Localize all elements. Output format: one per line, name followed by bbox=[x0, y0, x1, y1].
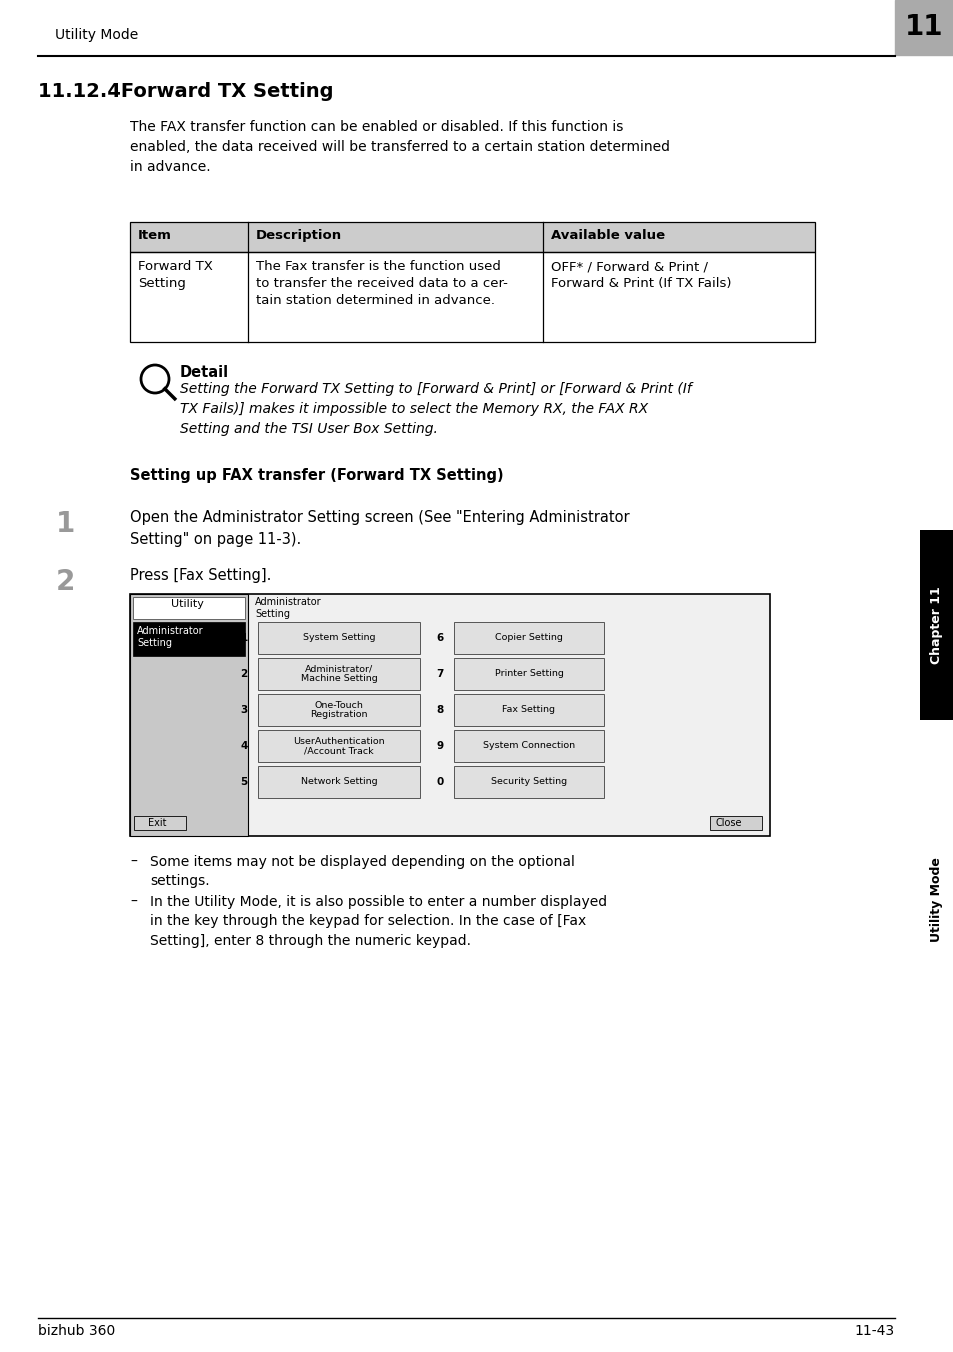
Text: The FAX transfer function can be enabled or disabled. If this function is
enable: The FAX transfer function can be enabled… bbox=[130, 120, 669, 174]
Text: Copier Setting: Copier Setting bbox=[495, 634, 562, 642]
Text: Item: Item bbox=[138, 228, 172, 242]
Text: 1: 1 bbox=[240, 633, 248, 644]
Bar bbox=[454, 767, 603, 798]
Bar bbox=[454, 622, 603, 654]
Text: Some items may not be displayed depending on the optional
settings.: Some items may not be displayed dependin… bbox=[150, 854, 575, 888]
Bar bbox=[130, 222, 814, 251]
Text: Chapter 11: Chapter 11 bbox=[929, 587, 943, 664]
Text: Utility Mode: Utility Mode bbox=[55, 28, 138, 42]
Text: In the Utility Mode, it is also possible to enter a number displayed
in the key : In the Utility Mode, it is also possible… bbox=[150, 895, 606, 948]
Text: 11: 11 bbox=[903, 14, 943, 41]
Bar bbox=[130, 594, 248, 836]
Text: 0: 0 bbox=[436, 777, 443, 787]
Text: Network Setting: Network Setting bbox=[300, 777, 377, 787]
Text: UserAuthentication
/Account Track: UserAuthentication /Account Track bbox=[293, 737, 384, 756]
Text: 4: 4 bbox=[240, 741, 248, 750]
Bar bbox=[130, 251, 814, 342]
Text: –: – bbox=[130, 854, 136, 869]
Text: Open the Administrator Setting screen (See "Entering Administrator
Setting" on p: Open the Administrator Setting screen (S… bbox=[130, 510, 629, 546]
Bar bbox=[132, 622, 245, 656]
Text: Forward TX
Setting: Forward TX Setting bbox=[138, 260, 213, 289]
Bar bbox=[894, 0, 953, 55]
Text: Administrator/
Machine Setting: Administrator/ Machine Setting bbox=[300, 665, 377, 683]
Text: Description: Description bbox=[255, 228, 342, 242]
Text: Exit: Exit bbox=[148, 818, 167, 827]
Text: The Fax transfer is the function used
to transfer the received data to a cer-
ta: The Fax transfer is the function used to… bbox=[255, 260, 507, 307]
Bar bbox=[130, 222, 814, 251]
Bar bbox=[257, 694, 419, 726]
Bar bbox=[454, 730, 603, 763]
Text: OFF* / Forward & Print /
Forward & Print (If TX Fails): OFF* / Forward & Print / Forward & Print… bbox=[551, 260, 731, 289]
Text: Administrator
Setting: Administrator Setting bbox=[137, 626, 203, 648]
Text: Setting the Forward TX Setting to [Forward & Print] or [Forward & Print (If
TX F: Setting the Forward TX Setting to [Forwa… bbox=[180, 383, 691, 437]
Text: Available value: Available value bbox=[551, 228, 664, 242]
Text: 5: 5 bbox=[240, 777, 248, 787]
Text: 2: 2 bbox=[240, 669, 248, 679]
Bar bbox=[132, 598, 245, 619]
Text: 1: 1 bbox=[56, 510, 75, 538]
Text: 3: 3 bbox=[240, 704, 248, 715]
Text: 6: 6 bbox=[436, 633, 443, 644]
Bar bbox=[257, 767, 419, 798]
Text: System Connection: System Connection bbox=[482, 741, 575, 750]
Text: 8: 8 bbox=[436, 704, 443, 715]
Bar bbox=[709, 817, 761, 830]
Text: Utility: Utility bbox=[171, 599, 204, 608]
Bar bbox=[454, 658, 603, 690]
Text: –: – bbox=[130, 895, 136, 909]
Text: System Setting: System Setting bbox=[302, 634, 375, 642]
Text: 9: 9 bbox=[436, 741, 443, 750]
Bar bbox=[257, 622, 419, 654]
Text: Printer Setting: Printer Setting bbox=[494, 669, 563, 679]
Text: Administrator
Setting: Administrator Setting bbox=[254, 598, 321, 619]
Bar bbox=[919, 530, 953, 721]
Text: bizhub 360: bizhub 360 bbox=[38, 1324, 115, 1338]
Text: One-Touch
Registration: One-Touch Registration bbox=[310, 700, 367, 719]
Text: Close: Close bbox=[716, 818, 741, 827]
Text: Detail: Detail bbox=[180, 365, 229, 380]
Text: Utility Mode: Utility Mode bbox=[929, 857, 943, 942]
Bar bbox=[133, 817, 186, 830]
Text: 11.12.4Forward TX Setting: 11.12.4Forward TX Setting bbox=[38, 82, 334, 101]
Bar bbox=[257, 730, 419, 763]
Text: 7: 7 bbox=[436, 669, 443, 679]
Text: Fax Setting: Fax Setting bbox=[502, 706, 555, 714]
Bar bbox=[454, 694, 603, 726]
Bar bbox=[130, 594, 769, 836]
Bar bbox=[257, 658, 419, 690]
Text: Security Setting: Security Setting bbox=[491, 777, 566, 787]
Text: 2: 2 bbox=[56, 568, 75, 596]
Text: Press [Fax Setting].: Press [Fax Setting]. bbox=[130, 568, 271, 583]
Text: 11-43: 11-43 bbox=[854, 1324, 894, 1338]
Text: Setting up FAX transfer (Forward TX Setting): Setting up FAX transfer (Forward TX Sett… bbox=[130, 468, 503, 483]
